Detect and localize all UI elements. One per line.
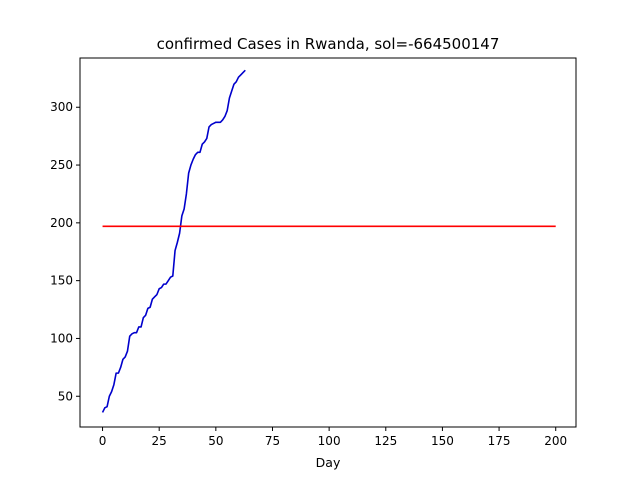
y-tick-label-5: 300 [50,100,73,114]
x-tick-label-0: 0 [99,434,107,448]
y-tick-label-4: 250 [50,158,73,172]
plot-frame [79,57,577,428]
y-axis: 50 100 150 200 250 300 [50,100,80,403]
y-tick-label-1: 100 [50,331,73,345]
y-tick-label-3: 200 [50,216,73,230]
x-tick-label-6: 150 [431,434,454,448]
chart-title: confirmed Cases in Rwanda, sol=-66450014… [157,35,500,53]
x-tick-label-8: 200 [544,434,567,448]
x-tick-label-2: 50 [208,434,223,448]
y-tick-label-0: 50 [58,389,73,403]
x-tick-label-7: 175 [488,434,511,448]
series-line-0 [101,69,246,413]
x-axis-label: Day [316,455,341,470]
x-tick-label-5: 125 [374,434,397,448]
series-layer [101,69,556,413]
x-tick-label-3: 75 [265,434,280,448]
y-tick-label-2: 150 [50,274,73,288]
x-tick-label-1: 25 [152,434,167,448]
x-axis: 0 25 50 75 100 125 150 175 200 [99,427,567,448]
x-tick-label-4: 100 [318,434,341,448]
